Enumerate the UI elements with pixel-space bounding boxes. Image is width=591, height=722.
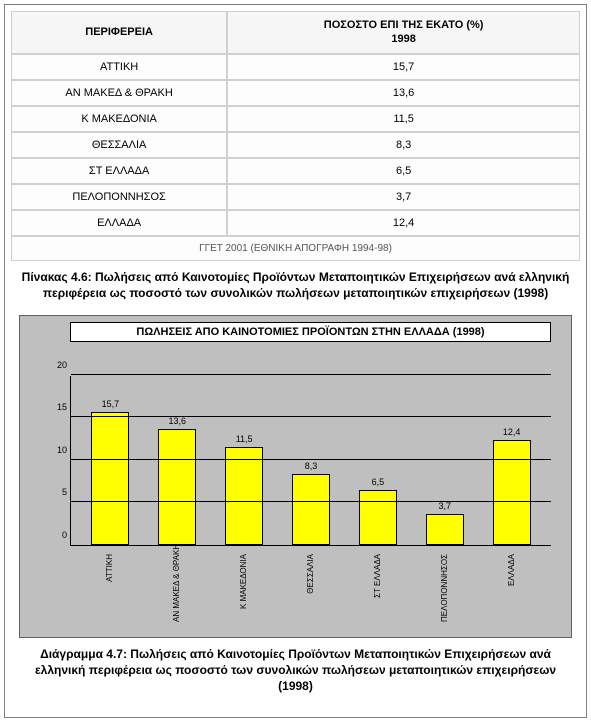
cell-value: 15,7	[227, 54, 580, 80]
chart-bar: 15,7	[91, 412, 129, 545]
chart-bar-label: 12,4	[503, 427, 521, 437]
chart-gridline	[71, 459, 551, 460]
chart-ytick: 0	[47, 530, 67, 540]
cell-value: 3,7	[227, 184, 580, 210]
table-row: Κ ΜΑΚΕΔΟΝΙΑ11,5	[11, 106, 580, 132]
chart-ytick: 15	[47, 402, 67, 412]
chart-xlabel: ΕΛΛΑΔΑ	[478, 554, 545, 627]
chart-gridline	[71, 501, 551, 502]
table-row: ΑΤΤΙΚΗ15,7	[11, 54, 580, 80]
chart-xlabel: ΘΕΣΣΑΛΙΑ	[277, 554, 344, 627]
table-row: ΘΕΣΣΑΛΙΑ8,3	[11, 132, 580, 158]
chart-ytick: 10	[47, 445, 67, 455]
chart-gridline	[71, 416, 551, 417]
table-source-row: ΓΓΕΤ 2001 (ΕΘΝΙΚΗ ΑΠΟΓΡΑΦΗ 1994-98)	[11, 236, 580, 261]
table-caption: Πίνακας 4.6: Πωλήσεις από Καινοτομίες Πρ…	[11, 261, 580, 315]
cell-region: ΕΛΛΑΔΑ	[11, 210, 227, 236]
table-row: ΕΛΛΑΔΑ12,4	[11, 210, 580, 236]
table-body: ΑΤΤΙΚΗ15,7ΑΝ ΜΑΚΕΔ & ΘΡΑΚΗ13,6Κ ΜΑΚΕΔΟΝΙ…	[11, 54, 580, 236]
chart-bar: 3,7	[426, 514, 464, 545]
chart-bar-label: 13,6	[169, 416, 187, 426]
chart-ytick: 5	[47, 487, 67, 497]
chart-bar: 13,6	[158, 429, 196, 545]
chart-bar-label: 8,3	[305, 461, 318, 471]
chart-area: 15,713,611,58,36,53,712,4 05101520	[70, 346, 551, 546]
cell-value: 8,3	[227, 132, 580, 158]
cell-region: Κ ΜΑΚΕΔΟΝΙΑ	[11, 106, 227, 132]
table-source: ΓΓΕΤ 2001 (ΕΘΝΙΚΗ ΑΠΟΓΡΑΦΗ 1994-98)	[11, 236, 580, 261]
cell-region: ΠΕΛΟΠΟΝΝΗΣΟΣ	[11, 184, 227, 210]
cell-value: 11,5	[227, 106, 580, 132]
chart-bar: 8,3	[292, 474, 330, 545]
chart-xlabel: ΑΤΤΙΚΗ	[76, 554, 143, 627]
chart-gridline	[71, 374, 551, 375]
chart-bars: 15,7 13,6 11,5 8,3 6,5 3,7 12,4	[71, 376, 551, 545]
cell-value: 13,6	[227, 80, 580, 106]
col-header-value: ΠΟΣΟΣΤΟ ΕΠΙ ΤΗΣ ΕΚΑΤΟ (%) 1998	[227, 11, 580, 54]
chart-bar-label: 15,7	[102, 399, 120, 409]
chart-bar: 11,5	[225, 447, 263, 545]
cell-region: ΑΤΤΙΚΗ	[11, 54, 227, 80]
chart-caption: Διάγραμμα 4.7: Πωλήσεις από Καινοτομίες …	[11, 638, 580, 709]
chart-bar-wrap: 12,4	[478, 376, 545, 545]
chart-bar: 12,4	[493, 440, 531, 545]
cell-value: 12,4	[227, 210, 580, 236]
col-header-region: ΠΕΡΙΦΕΡΕΙΑ	[11, 11, 227, 54]
page-wrap: ΠΕΡΙΦΕΡΕΙΑ ΠΟΣΟΣΤΟ ΕΠΙ ΤΗΣ ΕΚΑΤΟ (%) 199…	[4, 4, 587, 718]
chart-plot: 15,713,611,58,36,53,712,4 05101520	[70, 376, 551, 546]
chart-bar-wrap: 15,7	[77, 376, 144, 545]
table-row: ΣΤ ΕΛΛΑΔΑ6,5	[11, 158, 580, 184]
chart-xlabels: ΑΤΤΙΚΗΑΝ ΜΑΚΕΔ & ΘΡΑΚΗΚ ΜΑΚΕΔΟΝΙΑΘΕΣΣΑΛΙ…	[70, 550, 551, 637]
table-row: ΠΕΛΟΠΟΝΝΗΣΟΣ3,7	[11, 184, 580, 210]
table-header-row: ΠΕΡΙΦΕΡΕΙΑ ΠΟΣΟΣΤΟ ΕΠΙ ΤΗΣ ΕΚΑΤΟ (%) 199…	[11, 11, 580, 54]
cell-region: ΣΤ ΕΛΛΑΔΑ	[11, 158, 227, 184]
data-table: ΠΕΡΙΦΕΡΕΙΑ ΠΟΣΟΣΤΟ ΕΠΙ ΤΗΣ ΕΚΑΤΟ (%) 199…	[11, 11, 580, 261]
cell-region: ΑΝ ΜΑΚΕΔ & ΘΡΑΚΗ	[11, 80, 227, 106]
chart-bar-wrap: 6,5	[344, 376, 411, 545]
chart-bar-wrap: 3,7	[411, 376, 478, 545]
chart-ytick: 20	[47, 360, 67, 370]
table-row: ΑΝ ΜΑΚΕΔ & ΘΡΑΚΗ13,6	[11, 80, 580, 106]
chart-xlabel: ΣΤ ΕΛΛΑΔΑ	[344, 554, 411, 627]
chart-bar-label: 11,5	[236, 434, 253, 444]
chart-title: ΠΩΛΗΣΕΙΣ ΑΠΟ ΚΑΙΝΟΤΟΜΙΕΣ ΠΡΟΪΟΝΤΩΝ ΣΤΗΝ …	[70, 322, 551, 342]
chart-bar-wrap: 13,6	[144, 376, 211, 545]
chart-box: ΠΩΛΗΣΕΙΣ ΑΠΟ ΚΑΙΝΟΤΟΜΙΕΣ ΠΡΟΪΟΝΤΩΝ ΣΤΗΝ …	[19, 315, 572, 638]
chart-xlabel: ΑΝ ΜΑΚΕΔ & ΘΡΑΚΗ	[143, 554, 210, 627]
chart-xlabel: Κ ΜΑΚΕΔΟΝΙΑ	[210, 554, 277, 627]
cell-region: ΘΕΣΣΑΛΙΑ	[11, 132, 227, 158]
chart-bar-wrap: 8,3	[278, 376, 345, 545]
cell-value: 6,5	[227, 158, 580, 184]
chart-bar-label: 6,5	[372, 477, 385, 487]
chart-bar: 6,5	[359, 490, 397, 545]
chart-bar-wrap: 11,5	[211, 376, 278, 545]
chart-xlabel: ΠΕΛΟΠΟΝΝΗΣΟΣ	[411, 554, 478, 627]
